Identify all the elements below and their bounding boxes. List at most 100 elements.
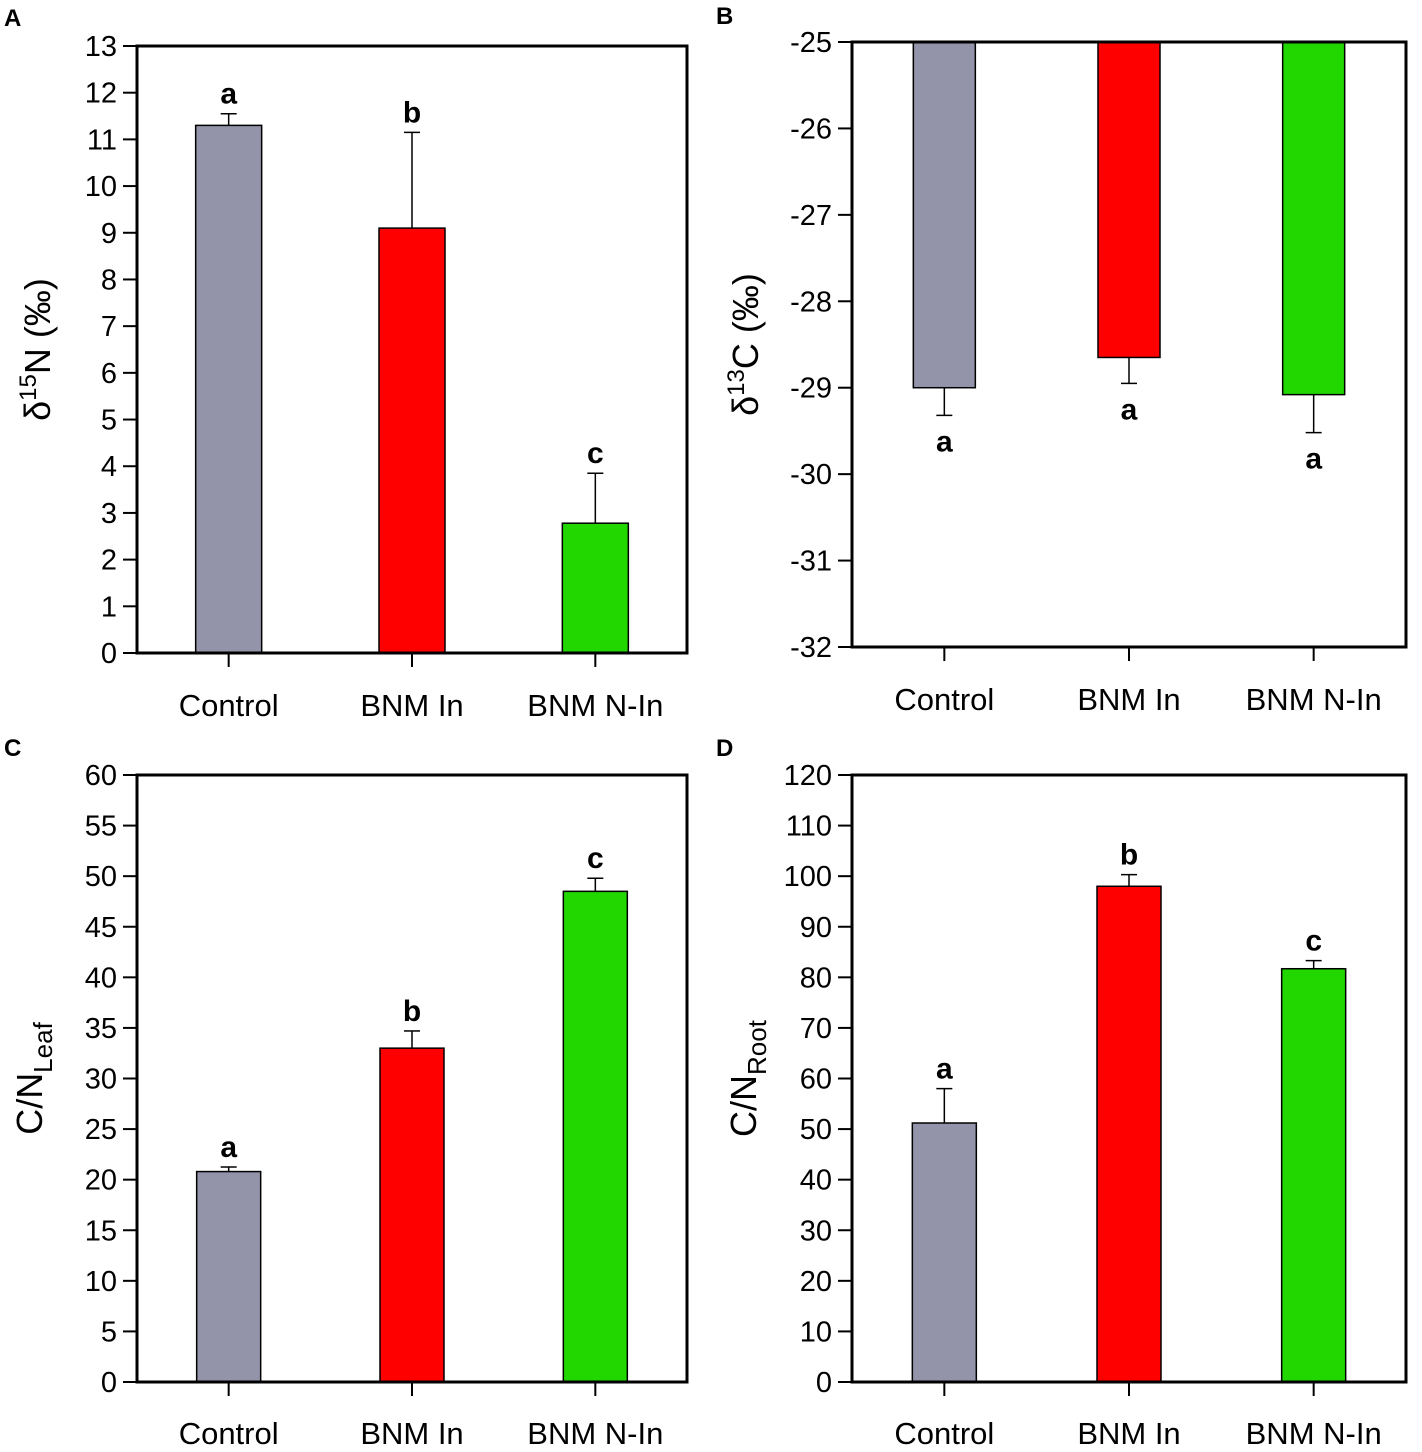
y-axis-title-sup-b: 13 (723, 369, 750, 396)
y-tick-label-a-9: 9 (101, 218, 117, 250)
plot-frame-c (135, 773, 689, 1384)
y-tick-label-d-0: 0 (816, 1367, 832, 1399)
y-tick-label-c-4: 20 (85, 1165, 117, 1197)
significance-label-a-2: b (403, 96, 421, 129)
y-tick-label-c-7: 35 (85, 1013, 117, 1045)
y-axis-title-a: δ15N (‰) (15, 278, 58, 421)
significance-label-b-1: a (936, 425, 953, 458)
y-axis-title-sub-d: Root (742, 1019, 772, 1075)
plot-frame-a (135, 44, 689, 655)
y-tick-label-b-1: -31 (790, 546, 832, 578)
x-tick-label-c-3: BNM N-In (527, 1416, 663, 1451)
y-axis-title-prefix-b: δ (725, 396, 766, 416)
significance-label-a-3: c (587, 437, 604, 470)
x-tick-label-c-2: BNM In (360, 1416, 463, 1451)
y-tick-label-d-9: 90 (800, 912, 832, 944)
x-tick-label-d-2: BNM In (1077, 1416, 1180, 1451)
bar-d-3 (1280, 967, 1347, 1383)
y-tick-label-b-2: -30 (790, 459, 832, 491)
y-tick-label-d-11: 110 (786, 811, 832, 843)
bar-c-3 (562, 890, 629, 1383)
y-axis-title-d: C/NRoot (723, 1019, 772, 1137)
y-tick-label-a-4: 4 (101, 451, 117, 483)
y-tick-label-d-3: 30 (800, 1215, 832, 1247)
y-tick-label-a-1: 1 (101, 591, 117, 623)
y-tick-label-a-0: 0 (101, 638, 117, 670)
y-tick-label-b-4: -28 (790, 286, 832, 318)
significance-label-c-1: a (220, 1131, 237, 1164)
y-tick-label-a-12: 12 (85, 78, 117, 110)
y-tick-label-a-3: 3 (101, 498, 117, 530)
bar-a-1 (194, 124, 263, 654)
x-tick-label-d-1: Control (894, 1416, 994, 1451)
significance-label-d-2: b (1120, 839, 1138, 872)
bar-a-2 (378, 227, 446, 654)
y-tick-label-a-11: 11 (87, 124, 117, 156)
y-axis-title-sup-a: 15 (15, 374, 42, 401)
y-tick-label-a-6: 6 (101, 358, 117, 390)
plot-frame-d (850, 773, 1408, 1384)
y-tick-label-c-6: 30 (85, 1064, 117, 1096)
significance-label-c-3: c (587, 842, 604, 875)
bar-d-1 (911, 1122, 978, 1383)
significance-label-d-1: a (936, 1053, 953, 1086)
y-tick-label-d-10: 100 (784, 861, 832, 893)
y-tick-label-c-11: 55 (85, 811, 117, 843)
y-axis-title-main-c: C/N (9, 1073, 50, 1135)
y-tick-label-b-7: -25 (790, 27, 832, 59)
y-tick-label-c-1: 5 (101, 1316, 117, 1348)
bar-c-1 (195, 1170, 262, 1383)
bar-d-2 (1096, 885, 1162, 1383)
y-tick-label-d-8: 80 (800, 962, 832, 994)
y-tick-label-a-2: 2 (101, 545, 117, 577)
x-tick-label-c-1: Control (179, 1416, 279, 1451)
plot-frame-b (850, 40, 1408, 649)
bar-b-3 (1281, 41, 1346, 396)
x-tick-label-b-1: Control (894, 682, 994, 717)
x-tick-label-b-3: BNM N-In (1246, 682, 1382, 717)
y-tick-label-c-9: 45 (85, 912, 117, 944)
y-tick-label-d-7: 70 (800, 1013, 832, 1045)
y-axis-title-c: C/NLeaf (9, 1021, 58, 1134)
y-tick-label-a-5: 5 (101, 405, 117, 437)
y-tick-label-d-1: 10 (800, 1316, 832, 1348)
panel-label-d: D (716, 735, 733, 762)
y-tick-label-a-7: 7 (101, 311, 117, 343)
y-axis-title-main-d: C/N (723, 1075, 764, 1137)
y-tick-label-c-5: 25 (85, 1114, 117, 1146)
y-tick-label-d-12: 120 (784, 760, 832, 792)
y-tick-label-c-2: 10 (85, 1266, 117, 1298)
significance-label-c-2: b (403, 995, 421, 1028)
y-tick-label-b-0: -32 (790, 632, 832, 664)
y-axis-title-main-a: N (‰) (17, 278, 58, 374)
y-axis-title-prefix-a: δ (17, 401, 58, 421)
y-tick-label-b-5: -27 (790, 200, 832, 232)
x-tick-label-a-3: BNM N-In (527, 688, 663, 723)
y-tick-label-d-4: 40 (800, 1165, 832, 1197)
x-tick-label-b-2: BNM In (1077, 682, 1180, 717)
chart-panel-d: Da Control b BNM In c BNM N-In 0 10 20 30 40 50 60 70… (716, 735, 1408, 1451)
bar-a-3 (561, 522, 630, 654)
y-tick-label-d-2: 20 (800, 1266, 832, 1298)
y-tick-label-c-0: 0 (101, 1367, 117, 1399)
x-tick-label-d-3: BNM N-In (1246, 1416, 1382, 1451)
y-tick-label-d-6: 60 (800, 1064, 832, 1096)
y-tick-label-a-13: 13 (85, 31, 117, 63)
y-tick-label-c-3: 15 (85, 1215, 117, 1247)
chart-panel-c: Ca Control b BNM In c BNM N-In 0 5 10 15 20 25 30 35 4… (4, 735, 689, 1451)
y-tick-label-c-8: 40 (85, 962, 117, 994)
y-tick-label-a-8: 8 (101, 264, 117, 296)
significance-label-d-3: c (1305, 925, 1322, 958)
bar-b-2 (1097, 41, 1161, 359)
x-tick-label-a-1: Control (179, 688, 279, 723)
bar-b-1 (912, 41, 977, 389)
panel-label-c: C (4, 735, 21, 762)
y-axis-title-sub-c: Leaf (28, 1021, 58, 1072)
bar-c-2 (379, 1047, 445, 1383)
significance-label-b-3: a (1305, 443, 1322, 476)
panel-label-b: B (716, 3, 733, 30)
y-tick-label-b-6: -26 (790, 113, 832, 145)
y-tick-label-c-10: 50 (85, 861, 117, 893)
